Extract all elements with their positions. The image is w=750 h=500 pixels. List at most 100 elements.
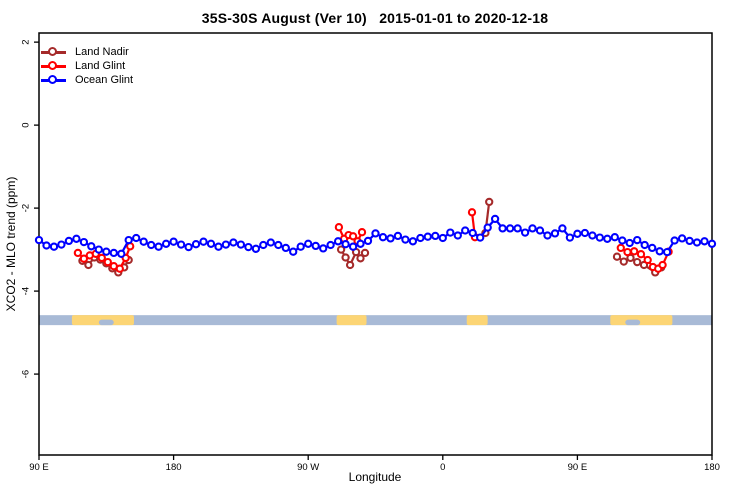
data-point-ocean-glint	[595, 233, 604, 242]
data-point-ocean-glint	[251, 244, 261, 253]
data-point-land-glint	[616, 243, 625, 253]
data-point-ocean-glint	[281, 243, 290, 253]
data-point-land-nadir	[84, 260, 93, 270]
data-point-ocean-glint	[565, 233, 575, 242]
data-point-ocean-glint	[348, 242, 358, 251]
map-strip-coast-notch	[625, 319, 641, 326]
data-point-ocean-glint	[655, 247, 664, 256]
data-point-ocean-glint	[341, 240, 350, 249]
data-point-land-nadir	[619, 257, 628, 266]
x-axis-label: Longitude	[348, 470, 402, 484]
data-point-land-nadir	[612, 252, 622, 261]
data-point-ocean-glint	[528, 224, 537, 233]
map-strip-landmass	[336, 315, 367, 326]
data-point-ocean-glint	[94, 245, 103, 254]
data-point-ocean-glint	[707, 239, 717, 248]
data-point-ocean-glint	[102, 247, 111, 256]
data-point-ocean-glint	[461, 226, 470, 235]
data-point-land-nadir	[356, 254, 365, 263]
data-point-land-glint	[630, 247, 639, 256]
data-point-land-glint	[103, 257, 112, 267]
data-point-ocean-glint	[79, 237, 89, 247]
data-point-ocean-glint	[57, 240, 66, 249]
data-point-ocean-glint	[401, 235, 410, 244]
data-point-ocean-glint	[535, 226, 545, 235]
data-point-ocean-glint	[289, 247, 298, 256]
data-point-land-glint	[115, 264, 124, 273]
data-point-ocean-glint	[438, 233, 447, 243]
data-point-ocean-glint	[550, 229, 560, 238]
data-point-ocean-glint	[326, 240, 335, 250]
data-point-land-nadir	[360, 248, 370, 258]
data-point-ocean-glint	[132, 233, 141, 243]
data-point-ocean-glint	[446, 228, 455, 237]
map-strip-ocean	[39, 315, 712, 326]
map-strip-landmass	[610, 315, 673, 326]
data-point-ocean-glint	[154, 242, 163, 251]
data-point-ocean-glint	[588, 231, 597, 240]
data-point-ocean-glint	[416, 233, 425, 243]
data-point-ocean-glint	[236, 240, 246, 249]
data-point-ocean-glint	[206, 239, 216, 248]
legend-item-land-nadir: Land Nadir	[41, 45, 133, 59]
data-point-ocean-glint	[304, 239, 313, 248]
data-point-ocean-glint	[580, 228, 590, 238]
x-tick-label: 90 E	[568, 462, 588, 473]
data-point-land-nadir	[345, 260, 355, 270]
data-point-ocean-glint	[633, 235, 642, 245]
chart-title: 35S-30S August (Ver 10) 2015-01-01 to 20…	[201, 10, 549, 26]
data-point-ocean-glint	[670, 236, 679, 245]
data-point-ocean-glint	[386, 234, 395, 243]
data-point-land-glint	[334, 223, 344, 232]
map-strip-coast-notch	[98, 319, 114, 326]
data-point-land-glint	[636, 250, 646, 259]
data-point-ocean-glint	[199, 237, 208, 246]
data-point-land-glint	[643, 255, 652, 265]
data-point-ocean-glint	[259, 240, 268, 250]
data-point-land-glint	[348, 232, 358, 241]
y-tick-label: -2	[21, 204, 32, 212]
data-point-land-nadir	[485, 197, 494, 207]
y-tick-label: 2	[21, 39, 32, 44]
y-axis-label: XCO2 - MLO trend (ppm)	[4, 176, 18, 312]
data-point-ocean-glint	[244, 242, 253, 252]
data-point-land-glint	[658, 260, 667, 270]
data-point-ocean-glint	[184, 242, 193, 252]
legend: Land Nadir Land Glint Ocean Glint	[41, 45, 133, 87]
data-point-ocean-glint	[573, 229, 582, 238]
data-point-ocean-glint	[176, 240, 186, 249]
data-point-ocean-glint	[610, 233, 619, 242]
data-point-ocean-glint	[408, 237, 418, 246]
data-point-ocean-glint	[229, 238, 238, 247]
data-point-ocean-glint	[543, 231, 552, 240]
data-point-ocean-glint	[87, 242, 96, 251]
data-point-ocean-glint	[700, 237, 709, 246]
legend-label-ocean-glint: Ocean Glint	[75, 74, 134, 86]
data-point-ocean-glint	[72, 234, 81, 243]
data-point-ocean-glint	[648, 243, 657, 253]
data-point-ocean-glint	[266, 238, 275, 247]
data-point-ocean-glint	[356, 239, 365, 248]
data-point-ocean-glint	[49, 242, 59, 251]
data-point-ocean-glint	[274, 240, 283, 250]
data-point-ocean-glint	[296, 242, 305, 251]
data-point-land-glint	[97, 253, 106, 263]
data-point-ocean-glint	[490, 214, 500, 224]
data-point-ocean-glint	[431, 231, 440, 241]
data-point-ocean-glint	[520, 228, 530, 237]
data-point-land-glint	[73, 248, 83, 258]
data-point-ocean-glint	[476, 233, 485, 242]
data-point-ocean-glint	[625, 238, 634, 248]
legend-item-ocean-glint: Ocean Glint	[41, 73, 133, 87]
data-point-ocean-glint	[333, 237, 343, 246]
data-point-ocean-glint	[505, 224, 515, 233]
data-point-ocean-glint	[117, 249, 126, 258]
x-tick-label: 90 W	[297, 462, 319, 473]
map-strip-landmass	[466, 315, 488, 326]
data-point-land-glint	[467, 208, 477, 217]
data-point-ocean-glint	[311, 241, 320, 251]
data-point-land-glint	[79, 254, 89, 263]
x-tick-label: 90 E	[29, 462, 49, 473]
data-point-ocean-glint	[124, 235, 133, 245]
